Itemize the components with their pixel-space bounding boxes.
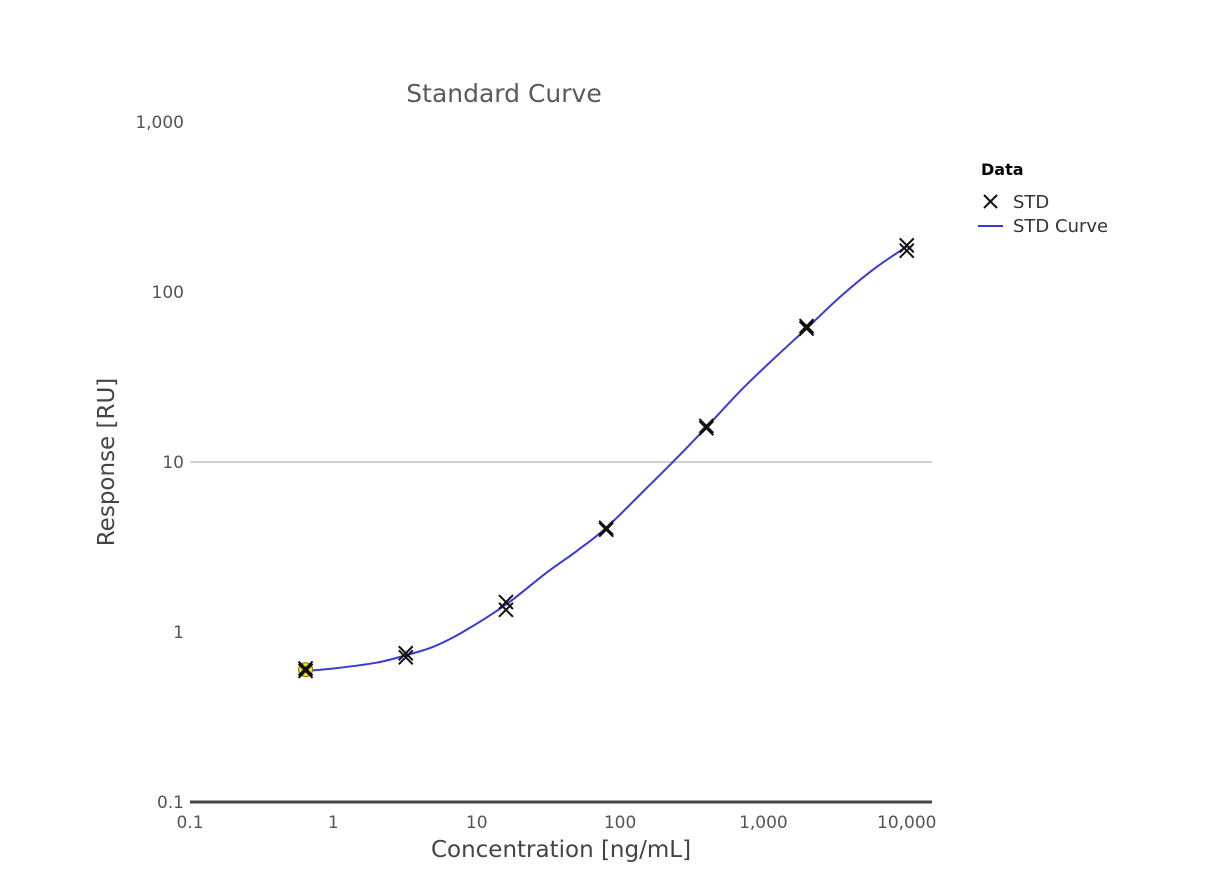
- chart-title: Standard Curve: [406, 79, 601, 108]
- plot-area: [297, 237, 915, 679]
- x-tick-label: 1: [328, 813, 339, 833]
- legend: Data STD STD Curve: [978, 160, 1108, 237]
- std-point: [598, 520, 614, 536]
- legend-marker-std: [983, 194, 998, 209]
- x-axis-label: Concentration [ng/mL]: [431, 837, 691, 863]
- y-tick-label: 0.1: [157, 793, 184, 813]
- std-point: [798, 318, 815, 334]
- y-tick-label: 100: [152, 283, 184, 303]
- x-tick-label: 1,000: [739, 813, 788, 833]
- legend-entry-std: STD: [1013, 192, 1049, 213]
- y-tick-label: 1,000: [135, 113, 184, 133]
- legend-entry-std-curve: STD Curve: [1013, 216, 1108, 237]
- x-tick-label: 100: [604, 813, 636, 833]
- std-point: [899, 242, 915, 259]
- std-point: [398, 649, 414, 665]
- legend-title: Data: [981, 160, 1024, 179]
- y-axis-ticks: 0.1 1 10 100 1,000: [135, 113, 184, 813]
- std-point: [598, 521, 614, 538]
- std-point: [899, 237, 915, 254]
- x-tick-label: 10: [466, 813, 488, 833]
- std-point: [297, 660, 314, 677]
- y-axis-label: Response [RU]: [94, 378, 120, 547]
- std-point: [498, 602, 514, 618]
- std-point: [398, 645, 414, 661]
- std-point: [498, 594, 514, 610]
- std-point: [698, 418, 715, 434]
- x-tick-label: 0.1: [176, 813, 203, 833]
- y-tick-label: 1: [173, 623, 184, 643]
- x-axis-ticks: 0.1 1 10 100 1,000 10,000: [176, 813, 936, 833]
- std-curve-line: [305, 245, 908, 672]
- x-tick-label: 10,000: [877, 813, 936, 833]
- y-tick-label: 10: [162, 453, 184, 473]
- std-point: [798, 320, 815, 337]
- std-point: [297, 663, 314, 679]
- std-point: [698, 420, 715, 436]
